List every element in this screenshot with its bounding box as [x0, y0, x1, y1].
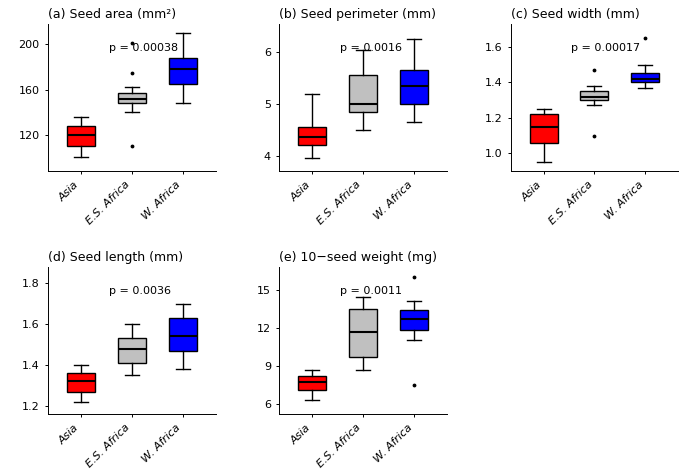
PathPatch shape — [67, 373, 95, 392]
PathPatch shape — [67, 126, 95, 146]
PathPatch shape — [631, 73, 659, 82]
PathPatch shape — [580, 91, 608, 100]
Text: (a) Seed area (mm²): (a) Seed area (mm²) — [48, 8, 176, 21]
PathPatch shape — [400, 70, 428, 104]
PathPatch shape — [118, 338, 146, 363]
PathPatch shape — [349, 76, 377, 112]
PathPatch shape — [169, 318, 197, 351]
PathPatch shape — [118, 93, 146, 103]
Text: p = 0.0011: p = 0.0011 — [340, 286, 402, 296]
PathPatch shape — [169, 58, 197, 84]
Text: p = 0.00017: p = 0.00017 — [571, 43, 640, 53]
Text: (b) Seed perimeter (mm): (b) Seed perimeter (mm) — [279, 8, 436, 21]
Text: (c) Seed width (mm): (c) Seed width (mm) — [510, 8, 639, 21]
Text: p = 0.0036: p = 0.0036 — [109, 286, 171, 296]
PathPatch shape — [298, 127, 326, 145]
Text: p = 0.0016: p = 0.0016 — [340, 43, 402, 53]
Text: p = 0.00038: p = 0.00038 — [109, 43, 178, 53]
Text: (d) Seed length (mm): (d) Seed length (mm) — [48, 251, 183, 264]
PathPatch shape — [530, 114, 558, 143]
PathPatch shape — [400, 310, 428, 330]
PathPatch shape — [298, 376, 326, 390]
Text: (e) 10−seed weight (mg): (e) 10−seed weight (mg) — [279, 251, 437, 264]
PathPatch shape — [349, 309, 377, 357]
